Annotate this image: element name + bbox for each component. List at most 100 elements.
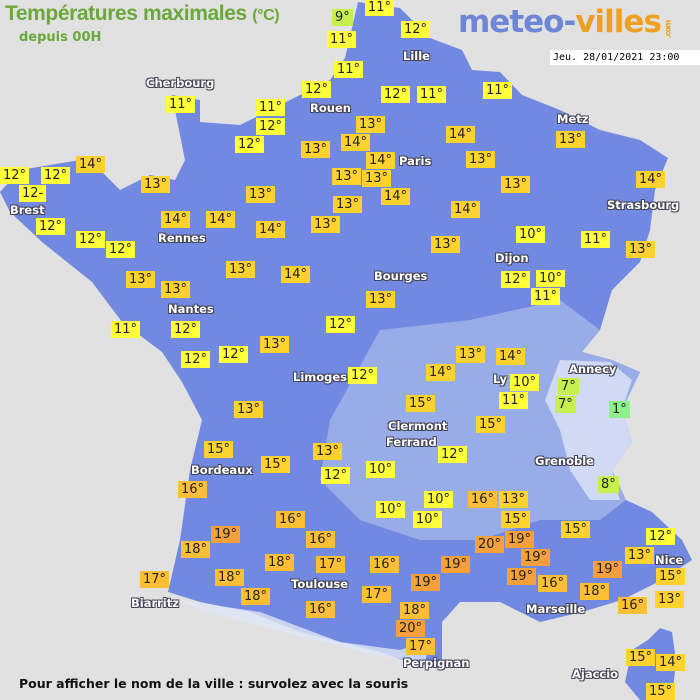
temperature-badge[interactable]: 13° — [234, 401, 264, 418]
temperature-badge[interactable]: 10° — [413, 511, 443, 528]
temperature-badge[interactable]: 19° — [211, 526, 241, 543]
temperature-badge[interactable]: 14° — [636, 171, 666, 188]
temperature-badge[interactable]: 13° — [366, 291, 396, 308]
temperature-badge[interactable]: 11° — [334, 61, 364, 78]
temperature-badge[interactable]: 11° — [111, 321, 141, 338]
temperature-badge[interactable]: 14° — [281, 266, 311, 283]
temperature-badge[interactable]: 13° — [126, 271, 156, 288]
temperature-badge[interactable]: 12° — [181, 351, 211, 368]
temperature-badge[interactable]: 14° — [256, 221, 286, 238]
temperature-badge[interactable]: 12° — [106, 241, 136, 258]
temperature-badge[interactable]: 13° — [246, 186, 276, 203]
temperature-badge[interactable]: 11° — [581, 231, 611, 248]
temperature-badge[interactable]: 10° — [516, 226, 546, 243]
temperature-badge[interactable]: 18° — [215, 569, 245, 586]
temperature-badge[interactable]: 17° — [362, 586, 392, 603]
temperature-badge[interactable]: 13° — [333, 196, 363, 213]
temperature-badge[interactable]: 16° — [618, 597, 648, 614]
temperature-badge[interactable]: 7° — [558, 378, 579, 395]
temperature-badge[interactable]: 11° — [166, 96, 196, 113]
temperature-badge[interactable]: 19° — [507, 568, 537, 585]
temperature-badge[interactable]: 19° — [521, 549, 551, 566]
temperature-badge[interactable]: 12° — [41, 167, 71, 184]
temperature-badge[interactable]: 10° — [424, 491, 454, 508]
temperature-badge[interactable]: 16° — [468, 491, 498, 508]
temperature-badge[interactable]: 12° — [501, 271, 531, 288]
temperature-badge[interactable]: 14° — [76, 156, 106, 173]
temperature-badge[interactable]: 12- — [19, 185, 47, 202]
temperature-badge[interactable]: 17° — [406, 638, 436, 655]
temperature-badge[interactable]: 20° — [396, 620, 426, 637]
temperature-badge[interactable]: 12° — [646, 528, 676, 545]
temperature-badge[interactable]: 12° — [326, 316, 356, 333]
temperature-badge[interactable]: 16° — [370, 556, 400, 573]
temperature-badge[interactable]: 13° — [356, 116, 386, 133]
temperature-badge[interactable]: 13° — [311, 216, 341, 233]
temperature-badge[interactable]: 9° — [332, 9, 353, 26]
temperature-badge[interactable]: 13° — [625, 547, 655, 564]
temperature-badge[interactable]: 15° — [261, 456, 291, 473]
temperature-badge[interactable]: 17° — [316, 556, 346, 573]
temperature-badge[interactable]: 14° — [341, 134, 371, 151]
temperature-badge[interactable]: 12° — [219, 346, 249, 363]
temperature-badge[interactable]: 14° — [451, 201, 481, 218]
temperature-badge[interactable]: 15° — [476, 416, 506, 433]
temperature-badge[interactable]: 19° — [593, 561, 623, 578]
temperature-badge[interactable]: 11° — [365, 0, 395, 16]
temperature-badge[interactable]: 18° — [400, 602, 430, 619]
temperature-badge[interactable]: 16° — [538, 575, 568, 592]
temperature-badge[interactable]: 13° — [313, 443, 343, 460]
temperature-badge[interactable]: 13° — [626, 241, 656, 258]
temperature-badge[interactable]: 13° — [301, 141, 331, 158]
temperature-badge[interactable]: 14° — [161, 211, 191, 228]
temperature-badge[interactable]: 19° — [411, 574, 441, 591]
temperature-badge[interactable]: 13° — [332, 168, 362, 185]
temperature-badge[interactable]: 13° — [431, 236, 461, 253]
temperature-badge[interactable]: 14° — [426, 364, 456, 381]
temperature-badge[interactable]: 17° — [140, 571, 170, 588]
temperature-badge[interactable]: 20° — [475, 536, 505, 553]
temperature-badge[interactable]: 14° — [656, 654, 686, 671]
temperature-badge[interactable]: 12° — [235, 136, 265, 153]
temperature-badge[interactable]: 13° — [456, 346, 486, 363]
temperature-badge[interactable]: 18° — [241, 588, 271, 605]
temperature-badge[interactable]: 10° — [376, 501, 406, 518]
temperature-badge[interactable]: 7° — [555, 396, 576, 413]
temperature-badge[interactable]: 11° — [417, 86, 447, 103]
temperature-badge[interactable]: 18° — [181, 541, 211, 558]
temperature-badge[interactable]: 15° — [646, 683, 676, 700]
temperature-badge[interactable]: 14° — [446, 126, 476, 143]
temperature-badge[interactable]: 13° — [226, 261, 256, 278]
temperature-badge[interactable]: 13° — [141, 176, 171, 193]
temperature-badge[interactable]: 19° — [505, 531, 535, 548]
temperature-badge[interactable]: 16° — [306, 601, 336, 618]
temperature-badge[interactable]: 14° — [381, 188, 411, 205]
temperature-badge[interactable]: 11° — [531, 288, 561, 305]
temperature-badge[interactable]: 16° — [178, 481, 208, 498]
temperature-badge[interactable]: 15° — [501, 511, 531, 528]
temperature-badge[interactable]: 13° — [466, 151, 496, 168]
temperature-badge[interactable]: 15° — [561, 521, 591, 538]
temperature-badge[interactable]: 12° — [438, 446, 468, 463]
temperature-badge[interactable]: 10° — [536, 270, 566, 287]
temperature-badge[interactable]: 18° — [580, 583, 610, 600]
temperature-badge[interactable]: 15° — [204, 441, 234, 458]
meteo-villes-logo[interactable]: meteo-villes .com — [458, 4, 677, 40]
temperature-badge[interactable]: 19° — [441, 556, 471, 573]
temperature-badge[interactable]: 13° — [556, 131, 586, 148]
temperature-badge[interactable]: 12° — [401, 21, 431, 38]
temperature-badge[interactable]: 14° — [366, 152, 396, 169]
temperature-badge[interactable]: 13° — [260, 336, 290, 353]
temperature-badge[interactable]: 11° — [256, 99, 286, 116]
temperature-badge[interactable]: 13° — [501, 176, 531, 193]
temperature-badge[interactable]: 11° — [483, 82, 513, 99]
temperature-badge[interactable]: 10° — [510, 374, 540, 391]
temperature-badge[interactable]: 12° — [0, 167, 30, 184]
temperature-badge[interactable]: 1° — [609, 401, 630, 418]
temperature-badge[interactable]: 13° — [161, 281, 191, 298]
temperature-badge[interactable]: 12° — [381, 86, 411, 103]
temperature-badge[interactable]: 14° — [206, 211, 236, 228]
temperature-badge[interactable]: 13° — [362, 170, 392, 187]
temperature-badge[interactable]: 11° — [327, 31, 357, 48]
temperature-badge[interactable]: 16° — [306, 531, 336, 548]
